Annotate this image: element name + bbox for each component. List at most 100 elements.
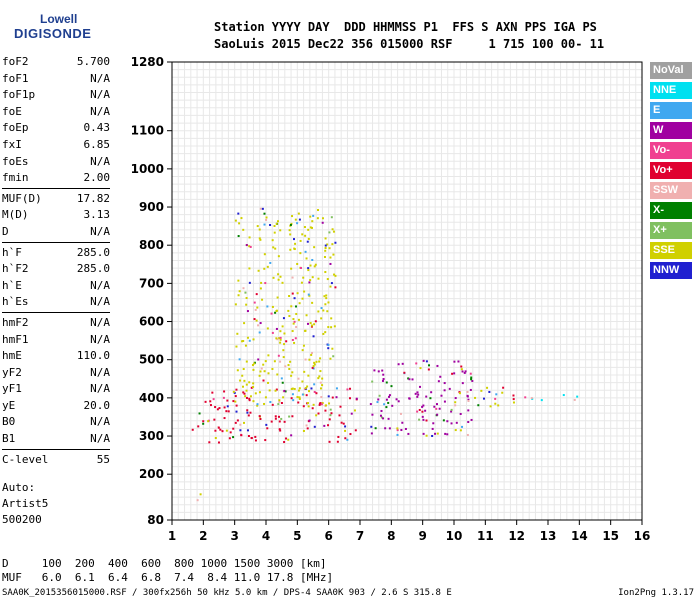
trace-dot (307, 237, 310, 240)
trace-dot (312, 367, 315, 370)
trace-dot (460, 365, 463, 368)
trace-dot (237, 279, 240, 282)
trace-dot (288, 415, 291, 418)
trace-dot (407, 432, 410, 435)
trace-dot (319, 381, 322, 384)
legend-item-x-: X- (650, 202, 692, 219)
trace-dot (436, 432, 439, 435)
trace-dot (199, 493, 202, 496)
trace-dot (296, 292, 299, 295)
trace-dot (207, 420, 210, 423)
trace-dot (378, 394, 381, 397)
trace-dot (259, 322, 262, 325)
trace-dot (304, 358, 307, 361)
trace-dot (346, 438, 349, 441)
trace-dot (313, 323, 316, 326)
trace-dot (246, 429, 249, 432)
trace-dot (297, 377, 300, 380)
trace-dot (275, 337, 278, 340)
trace-dot (325, 294, 328, 297)
trace-dot (291, 371, 294, 374)
trace-dot (349, 433, 352, 436)
param-row: h`E N/A (2, 278, 110, 295)
trace-dot (443, 389, 446, 392)
trace-dot (321, 402, 324, 405)
x-tick-label: 15 (602, 529, 619, 543)
trace-dot (259, 207, 262, 210)
trace-dot (308, 390, 311, 393)
trace-dot (291, 330, 294, 333)
trace-dot (278, 420, 281, 423)
trace-dot (309, 226, 312, 229)
trace-dot (264, 360, 267, 363)
x-tick-label: 12 (508, 529, 525, 543)
trace-dot (276, 296, 279, 299)
trace-dot (291, 292, 294, 295)
y-tick-label: 300 (139, 429, 164, 443)
trace-dot (280, 402, 283, 405)
trace-dot (283, 332, 286, 335)
trace-dot (385, 406, 388, 409)
trace-dot (245, 383, 248, 386)
trace-dot (232, 436, 235, 439)
trace-dot (249, 411, 252, 414)
trace-dot (216, 408, 219, 411)
trace-dot (255, 293, 258, 296)
trace-dot (292, 318, 295, 321)
trace-dot (433, 405, 436, 408)
trace-dot (382, 373, 385, 376)
trace-dot (330, 412, 333, 415)
trace-dot (279, 341, 282, 344)
trace-dot (324, 237, 327, 240)
trace-dot (328, 231, 331, 234)
trace-dot (265, 218, 268, 221)
trace-dot (318, 403, 321, 406)
param-name: B0 (2, 415, 16, 429)
trace-dot (256, 403, 259, 406)
trace-dot (338, 414, 341, 417)
trace-dot (232, 400, 235, 403)
trace-dot (454, 401, 457, 404)
trace-dot (335, 387, 338, 390)
trace-dot (306, 240, 309, 243)
trace-dot (256, 306, 259, 309)
trace-dot (332, 230, 335, 233)
trace-dot (422, 432, 425, 435)
trace-dot (349, 387, 352, 390)
trace-dot (295, 325, 298, 328)
trace-dot (332, 355, 335, 358)
param-row: hmE 110.0 (2, 348, 110, 365)
legend-item-x-: X+ (650, 222, 692, 239)
trace-dot (258, 391, 261, 394)
trace-dot (217, 441, 220, 444)
param-value: N/A (90, 382, 110, 396)
legend-item-sse: SSE (650, 242, 692, 259)
trace-dot (296, 222, 299, 225)
trace-dot (390, 385, 393, 388)
param-value: 17.82 (76, 191, 110, 205)
trace-dot (298, 387, 301, 390)
trace-dot (279, 229, 282, 232)
trace-dot (259, 370, 262, 373)
trace-dot (290, 397, 293, 400)
trace-dot (279, 338, 282, 341)
trace-dot (328, 418, 331, 421)
trace-dot (344, 437, 347, 440)
trace-dot (274, 417, 277, 420)
trace-dot (320, 396, 323, 399)
trace-dot (313, 383, 316, 386)
param-value: 6.85 (83, 137, 111, 151)
param-value: 55 (96, 452, 110, 466)
x-tick-label: 1 (168, 529, 176, 543)
trace-dot (289, 248, 292, 251)
trace-dot (303, 290, 306, 293)
trace-dot (261, 207, 264, 210)
trace-dot (313, 363, 316, 366)
trace-dot (292, 322, 295, 325)
trace-dot (289, 223, 292, 226)
trace-dot (288, 229, 291, 232)
trace-dot (421, 415, 424, 418)
trace-dot (299, 252, 302, 255)
trace-dot (282, 356, 285, 359)
param-value: 2.00 (83, 171, 111, 185)
